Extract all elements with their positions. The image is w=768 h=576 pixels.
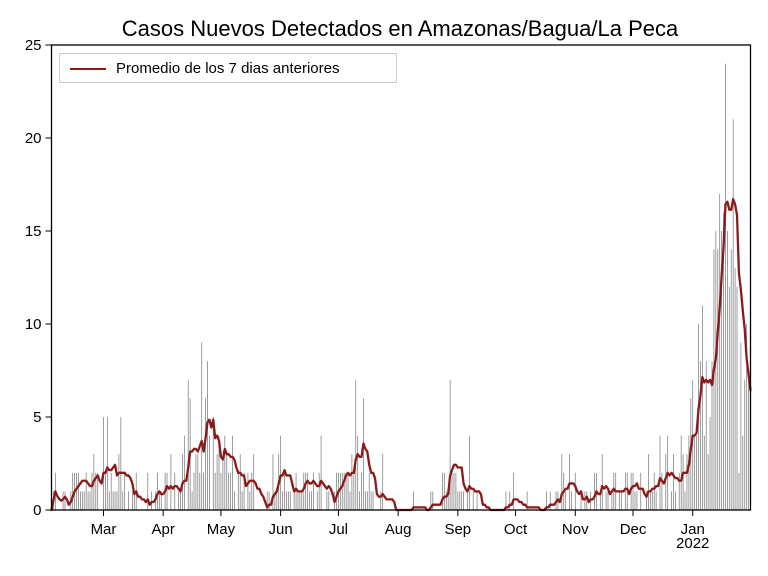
svg-text:10: 10 bbox=[25, 316, 42, 333]
svg-text:15: 15 bbox=[25, 223, 42, 240]
svg-text:20: 20 bbox=[25, 130, 42, 147]
svg-text:5: 5 bbox=[33, 409, 41, 426]
svg-text:Jun: Jun bbox=[269, 521, 293, 538]
svg-text:Mar: Mar bbox=[91, 521, 117, 538]
svg-text:Sep: Sep bbox=[444, 521, 471, 538]
svg-text:Oct: Oct bbox=[504, 521, 528, 538]
svg-text:Apr: Apr bbox=[152, 521, 175, 538]
svg-text:Nov: Nov bbox=[562, 521, 589, 538]
svg-text:Aug: Aug bbox=[385, 521, 412, 538]
svg-text:May: May bbox=[207, 521, 236, 538]
svg-text:0: 0 bbox=[33, 502, 41, 519]
svg-text:Jul: Jul bbox=[329, 521, 348, 538]
svg-text:Dec: Dec bbox=[620, 521, 647, 538]
